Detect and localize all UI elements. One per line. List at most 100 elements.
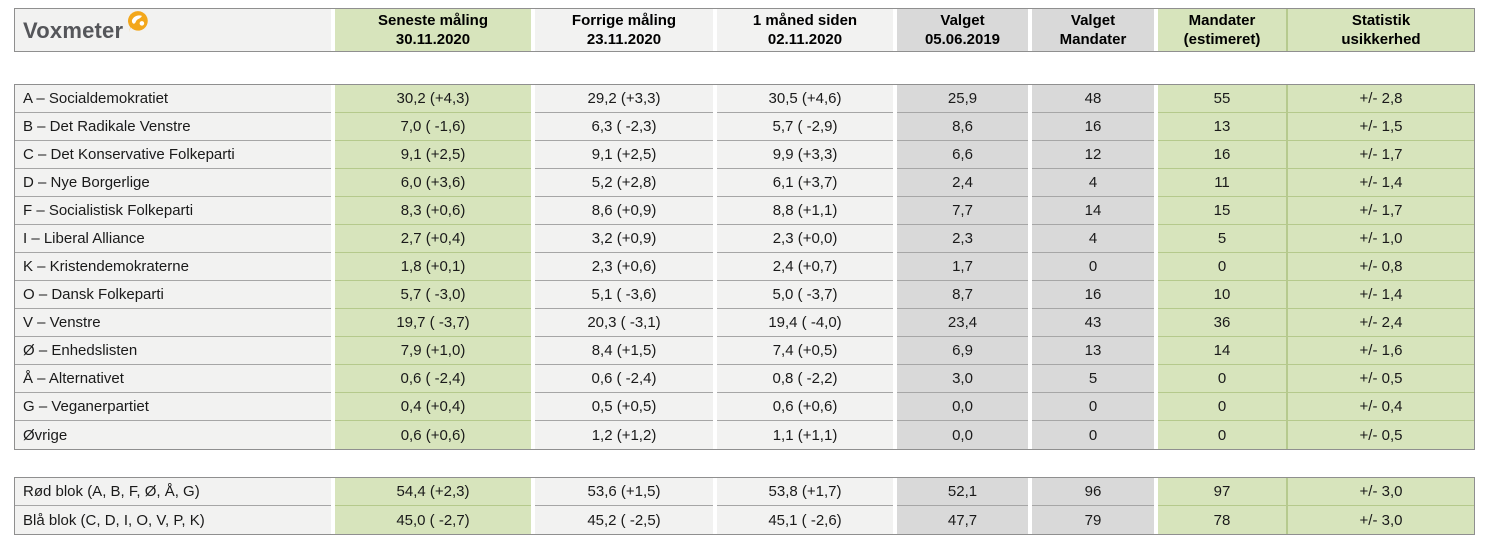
party-rows-block: A – Socialdemokratiet 30,2 (+4,3) 29,2 (+3… [14, 84, 1475, 450]
column-header-label: 1 måned siden [752, 12, 858, 29]
cell-seats: 36 [1158, 309, 1286, 337]
table-row: F – Socialistisk Folkeparti 8,3 (+0,6) 8,6… [15, 197, 1474, 225]
cell-election: 25,9 [897, 85, 1028, 113]
cell-seats: 14 [1158, 337, 1286, 365]
cell-election: 2,4 [897, 169, 1028, 197]
cell-election: 6,6 [897, 141, 1028, 169]
cell-previous: 0,6 ( -2,4) [535, 365, 713, 393]
cell-election: 0,0 [897, 393, 1028, 421]
table-row: B – Det Radikale Venstre 7,0 ( -1,6) 6,3 (… [15, 113, 1474, 141]
cell-month: 53,8 (+1,7) [717, 478, 893, 506]
cell-election: 8,7 [897, 281, 1028, 309]
column-header-label: Statistik [1351, 12, 1411, 29]
cell-party: B – Det Radikale Venstre [15, 113, 331, 141]
cell-party: I – Liberal Alliance [15, 225, 331, 253]
cell-unc: +/- 1,4 [1286, 169, 1474, 197]
cell-seats: 0 [1158, 393, 1286, 421]
cell-eseats: 48 [1032, 85, 1154, 113]
column-header-label: Valget [1070, 12, 1116, 29]
cell-month: 2,4 (+0,7) [717, 253, 893, 281]
column-header-label: Forrige måling [571, 12, 677, 29]
cell-latest: 54,4 (+2,3) [335, 478, 531, 506]
table-row: A – Socialdemokratiet 30,2 (+4,3) 29,2 (+3… [15, 85, 1474, 113]
header-row: Voxmeter Seneste måling 30.11.2020 Forri… [15, 9, 1474, 51]
cell-previous: 9,1 (+2,5) [535, 141, 713, 169]
cell-eseats: 16 [1032, 281, 1154, 309]
cell-unc: +/- 2,8 [1286, 85, 1474, 113]
cell-eseats: 12 [1032, 141, 1154, 169]
cell-seats: 10 [1158, 281, 1286, 309]
cell-unc: +/- 3,0 [1286, 506, 1474, 534]
cell-election: 47,7 [897, 506, 1028, 534]
cell-seats: 78 [1158, 506, 1286, 534]
cell-election: 6,9 [897, 337, 1028, 365]
cell-eseats: 0 [1032, 253, 1154, 281]
cell-eseats: 96 [1032, 478, 1154, 506]
table-row: Rød blok (A, B, F, Ø, Å, G) 54,4 (+2,3) 53… [15, 478, 1474, 506]
cell-month: 2,3 (+0,0) [717, 225, 893, 253]
column-header-seats-estimated: Mandater (estimeret) [1158, 9, 1286, 51]
cell-eseats: 0 [1032, 421, 1154, 449]
cell-unc: +/- 2,4 [1286, 309, 1474, 337]
cell-unc: +/- 1,5 [1286, 113, 1474, 141]
cell-latest: 30,2 (+4,3) [335, 85, 531, 113]
cell-election: 8,6 [897, 113, 1028, 141]
column-header-label: Valget [940, 12, 985, 29]
cell-latest: 0,6 ( -2,4) [335, 365, 531, 393]
cell-party: Rød blok (A, B, F, Ø, Å, G) [15, 478, 331, 506]
cell-unc: +/- 1,6 [1286, 337, 1474, 365]
cell-previous: 5,1 ( -3,6) [535, 281, 713, 309]
column-header-month: 1 måned siden 02.11.2020 [717, 9, 893, 51]
cell-party: Ø – Enhedslisten [15, 337, 331, 365]
cell-party: Øvrige [15, 421, 331, 449]
cell-seats: 97 [1158, 478, 1286, 506]
cell-election: 7,7 [897, 197, 1028, 225]
column-header-sublabel: Mandater [1059, 31, 1127, 48]
column-header-sublabel: 05.06.2019 [924, 31, 1001, 48]
cell-month: 8,8 (+1,1) [717, 197, 893, 225]
column-header-uncertainty: Statistik usikkerhed [1286, 9, 1474, 51]
cell-party: D – Nye Borgerlige [15, 169, 331, 197]
cell-unc: +/- 0,5 [1286, 421, 1474, 449]
cell-latest: 19,7 ( -3,7) [335, 309, 531, 337]
table-header-block: Voxmeter Seneste måling 30.11.2020 Forri… [14, 8, 1475, 52]
cell-election: 52,1 [897, 478, 1028, 506]
table-row: I – Liberal Alliance 2,7 (+0,4) 3,2 (+0,9)… [15, 225, 1474, 253]
cell-previous: 3,2 (+0,9) [535, 225, 713, 253]
cell-month: 1,1 (+1,1) [717, 421, 893, 449]
table-row: O – Dansk Folkeparti 5,7 ( -3,0) 5,1 ( -3,… [15, 281, 1474, 309]
cell-month: 9,9 (+3,3) [717, 141, 893, 169]
cell-month: 5,7 ( -2,9) [717, 113, 893, 141]
cell-seats: 16 [1158, 141, 1286, 169]
column-header-sublabel: 30.11.2020 [395, 31, 471, 48]
table-row: Ø – Enhedslisten 7,9 (+1,0) 8,4 (+1,5) 7,4 … [15, 337, 1474, 365]
cell-party: Blå blok (C, D, I, O, V, P, K) [15, 506, 331, 534]
cell-unc: +/- 0,8 [1286, 253, 1474, 281]
cell-month: 19,4 ( -4,0) [717, 309, 893, 337]
cell-latest: 5,7 ( -3,0) [335, 281, 531, 309]
cell-election: 3,0 [897, 365, 1028, 393]
cell-latest: 8,3 (+0,6) [335, 197, 531, 225]
table-row: C – Det Konservative Folkeparti 9,1 (+2,5… [15, 141, 1474, 169]
cell-party: Å – Alternativet [15, 365, 331, 393]
cell-latest: 1,8 (+0,1) [335, 253, 531, 281]
cell-previous: 29,2 (+3,3) [535, 85, 713, 113]
cell-unc: +/- 1,0 [1286, 225, 1474, 253]
cell-month: 45,1 ( -2,6) [717, 506, 893, 534]
column-header-latest: Seneste måling 30.11.2020 [335, 9, 531, 51]
cell-seats: 13 [1158, 113, 1286, 141]
cell-latest: 9,1 (+2,5) [335, 141, 531, 169]
cell-unc: +/- 1,7 [1286, 197, 1474, 225]
cell-unc: +/- 0,4 [1286, 393, 1474, 421]
cell-unc: +/- 1,4 [1286, 281, 1474, 309]
cell-previous: 5,2 (+2,8) [535, 169, 713, 197]
column-header-label: Mandater [1188, 12, 1256, 29]
cell-month: 0,6 (+0,6) [717, 393, 893, 421]
cell-eseats: 43 [1032, 309, 1154, 337]
cell-seats: 0 [1158, 421, 1286, 449]
table-row: Blå blok (C, D, I, O, V, P, K) 45,0 ( -2,… [15, 506, 1474, 534]
spacer [14, 52, 1475, 84]
cell-eseats: 16 [1032, 113, 1154, 141]
cell-election: 0,0 [897, 421, 1028, 449]
cell-seats: 0 [1158, 253, 1286, 281]
